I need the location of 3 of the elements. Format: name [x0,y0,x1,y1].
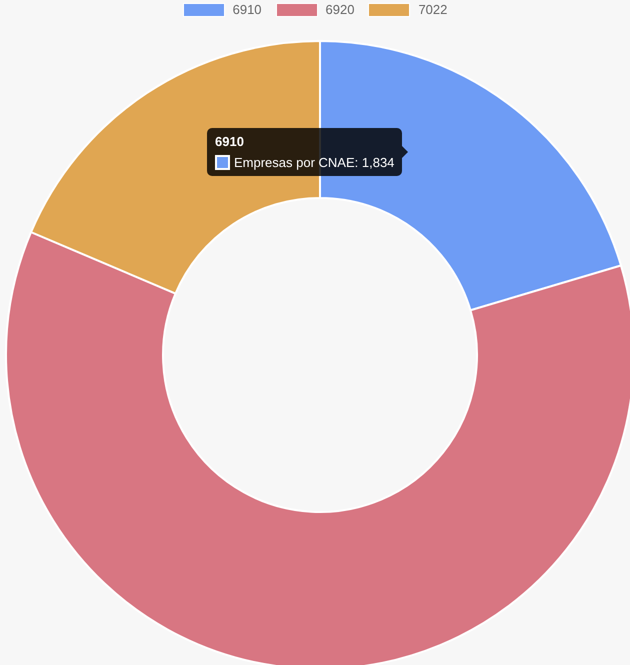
legend-label: 7022 [418,2,448,17]
legend-label: 6910 [232,2,262,17]
legend-label: 6920 [326,2,354,17]
